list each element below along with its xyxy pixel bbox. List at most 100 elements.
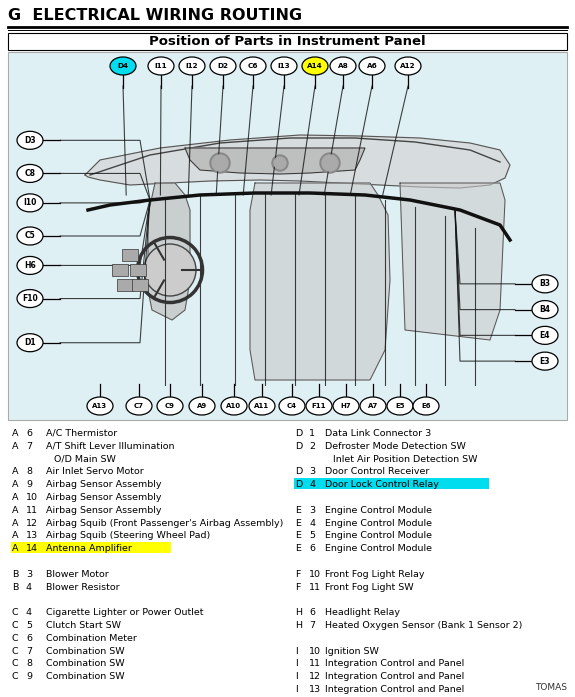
Polygon shape <box>185 148 365 174</box>
Text: A14: A14 <box>307 63 323 69</box>
Text: 4: 4 <box>309 519 315 528</box>
Text: 14: 14 <box>26 544 38 553</box>
Text: Ignition SW: Ignition SW <box>325 647 379 656</box>
Text: 9: 9 <box>26 672 32 681</box>
Text: Airbag Sensor Assembly: Airbag Sensor Assembly <box>46 480 162 489</box>
Text: D: D <box>295 442 302 451</box>
Text: C8: C8 <box>25 169 36 178</box>
Text: I: I <box>295 672 298 681</box>
Text: E3: E3 <box>540 357 550 366</box>
Ellipse shape <box>240 57 266 75</box>
Ellipse shape <box>221 397 247 415</box>
Ellipse shape <box>532 352 558 370</box>
Text: H: H <box>295 621 302 630</box>
Text: D: D <box>295 468 302 477</box>
Text: 1: 1 <box>309 429 315 438</box>
Text: A7: A7 <box>368 403 378 409</box>
Text: A: A <box>12 531 18 540</box>
Ellipse shape <box>279 397 305 415</box>
Text: A: A <box>12 442 18 451</box>
Ellipse shape <box>302 57 328 75</box>
Text: 13: 13 <box>26 531 38 540</box>
Text: O/D Main SW: O/D Main SW <box>54 454 116 464</box>
Text: H: H <box>295 608 302 618</box>
Text: C7: C7 <box>134 403 144 409</box>
Text: 4: 4 <box>309 480 315 489</box>
Text: Front Fog Light SW: Front Fog Light SW <box>325 583 413 592</box>
Text: 5: 5 <box>26 621 32 630</box>
Ellipse shape <box>330 57 356 75</box>
Text: Integration Control and Panel: Integration Control and Panel <box>325 672 464 681</box>
Text: I: I <box>295 647 298 656</box>
Text: F: F <box>295 583 300 592</box>
Text: Airbag Squib (Steering Wheel Pad): Airbag Squib (Steering Wheel Pad) <box>46 531 210 540</box>
Text: Engine Control Module: Engine Control Module <box>325 519 432 528</box>
Text: 12: 12 <box>26 519 38 528</box>
Text: Integration Control and Panel: Integration Control and Panel <box>325 685 464 694</box>
FancyBboxPatch shape <box>11 542 171 553</box>
Ellipse shape <box>413 397 439 415</box>
Text: G  ELECTRICAL WIRING ROUTING: G ELECTRICAL WIRING ROUTING <box>8 8 302 23</box>
Text: 6: 6 <box>309 544 315 553</box>
Text: F10: F10 <box>22 294 38 303</box>
Text: Airbag Sensor Assembly: Airbag Sensor Assembly <box>46 506 162 515</box>
Text: D: D <box>295 429 302 438</box>
Ellipse shape <box>17 227 43 245</box>
Polygon shape <box>400 183 505 340</box>
FancyBboxPatch shape <box>112 264 128 276</box>
Ellipse shape <box>17 334 43 352</box>
Text: C: C <box>12 672 18 681</box>
Text: 7: 7 <box>26 442 32 451</box>
Text: 6: 6 <box>26 634 32 643</box>
Text: F: F <box>295 570 300 579</box>
Text: C: C <box>12 608 18 618</box>
Text: A12: A12 <box>400 63 416 69</box>
Ellipse shape <box>126 397 152 415</box>
Text: C6: C6 <box>248 63 258 69</box>
Ellipse shape <box>87 397 113 415</box>
Text: A: A <box>12 493 18 502</box>
Text: Blower Resistor: Blower Resistor <box>46 583 120 592</box>
Text: I: I <box>295 685 298 694</box>
Text: 7: 7 <box>26 647 32 656</box>
Text: Combination SW: Combination SW <box>46 647 125 656</box>
Text: I: I <box>295 659 298 668</box>
Text: 3: 3 <box>309 506 315 515</box>
Text: I13: I13 <box>278 63 290 69</box>
Text: F11: F11 <box>312 403 326 409</box>
Text: C: C <box>12 621 18 630</box>
Text: 11: 11 <box>26 506 38 515</box>
Text: C9: C9 <box>165 403 175 409</box>
Text: Airbag Sensor Assembly: Airbag Sensor Assembly <box>46 493 162 502</box>
Text: Air Inlet Servo Motor: Air Inlet Servo Motor <box>46 468 144 477</box>
Ellipse shape <box>110 57 136 75</box>
Circle shape <box>212 155 228 171</box>
Text: I12: I12 <box>186 63 198 69</box>
Ellipse shape <box>189 397 215 415</box>
Text: A/T Shift Lever Illumination: A/T Shift Lever Illumination <box>46 442 174 451</box>
Ellipse shape <box>360 397 386 415</box>
Text: A6: A6 <box>367 63 377 69</box>
Text: E: E <box>295 531 301 540</box>
Text: Combination SW: Combination SW <box>46 672 125 681</box>
FancyBboxPatch shape <box>132 279 148 291</box>
Ellipse shape <box>532 326 558 344</box>
Circle shape <box>272 155 288 171</box>
Text: Inlet Air Position Detection SW: Inlet Air Position Detection SW <box>333 454 477 464</box>
Text: TOMAS: TOMAS <box>535 683 567 692</box>
Text: 3: 3 <box>26 570 32 579</box>
Text: B4: B4 <box>539 305 550 314</box>
Text: 9: 9 <box>26 480 32 489</box>
Ellipse shape <box>333 397 359 415</box>
Text: E: E <box>295 506 301 515</box>
Text: A: A <box>12 506 18 515</box>
Circle shape <box>274 157 286 169</box>
Text: 8: 8 <box>26 468 32 477</box>
Ellipse shape <box>387 397 413 415</box>
Text: B: B <box>12 570 18 579</box>
Text: E: E <box>295 519 301 528</box>
Text: 4: 4 <box>26 608 32 618</box>
Text: Cigarette Lighter or Power Outlet: Cigarette Lighter or Power Outlet <box>46 608 204 618</box>
Text: E: E <box>295 544 301 553</box>
FancyBboxPatch shape <box>117 279 133 291</box>
